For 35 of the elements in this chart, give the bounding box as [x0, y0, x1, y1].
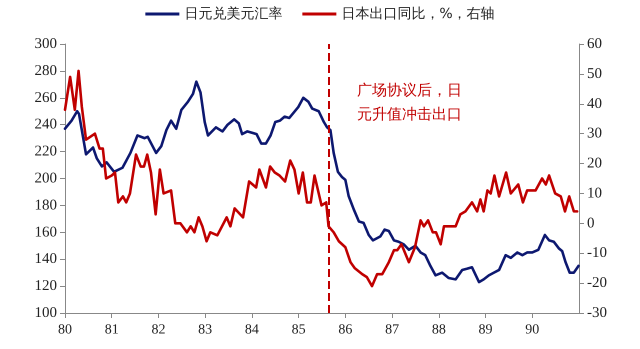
y-tick-label: 200: [34, 170, 57, 186]
y2-tick-label: 0: [587, 215, 594, 232]
y-tick-label: 100: [34, 305, 57, 321]
x-tick-label: 88: [432, 322, 446, 338]
y2-tick-label: 40: [587, 96, 602, 112]
y2-tick-label: -30: [587, 305, 607, 321]
x-tick-label: 84: [244, 322, 259, 338]
x-tick-label: 86: [338, 322, 352, 338]
y-tick-label: 220: [34, 144, 57, 160]
y-tick-label: 240: [34, 116, 57, 133]
y-tick-label: 120: [34, 278, 57, 294]
y2-tick-label: 30: [587, 126, 602, 142]
y2-tick-label: 20: [587, 156, 602, 172]
y2-tick-label: -20: [587, 275, 607, 292]
y-tick-label: 140: [34, 251, 57, 268]
y2-tick-label: 10: [587, 185, 602, 202]
ref-line-label: 广场协议后，日元升值冲击出口: [357, 81, 462, 123]
x-tick-label: 80: [58, 322, 72, 338]
x-tick-label: 87: [385, 322, 400, 338]
legend-label: 日元兑美元汇率: [184, 6, 282, 22]
x-tick-label: 83: [198, 322, 212, 338]
y2-tick-label: -10: [587, 245, 607, 262]
y-tick-label: 300: [34, 36, 57, 52]
legend-label: 日本出口同比，%，右轴: [341, 6, 495, 22]
x-tick-label: 82: [151, 322, 166, 338]
y2-tick-label: 60: [587, 36, 602, 52]
y-tick-label: 260: [34, 90, 57, 106]
x-tick-label: 90: [525, 322, 540, 338]
x-tick-label: 81: [104, 322, 119, 338]
y-tick-label: 280: [34, 62, 57, 79]
y2-tick-label: 50: [587, 66, 602, 82]
y-tick-label: 180: [34, 197, 57, 214]
x-tick-label: 89: [478, 322, 493, 338]
y-tick-label: 160: [34, 224, 57, 240]
x-tick-label: 85: [292, 322, 306, 338]
